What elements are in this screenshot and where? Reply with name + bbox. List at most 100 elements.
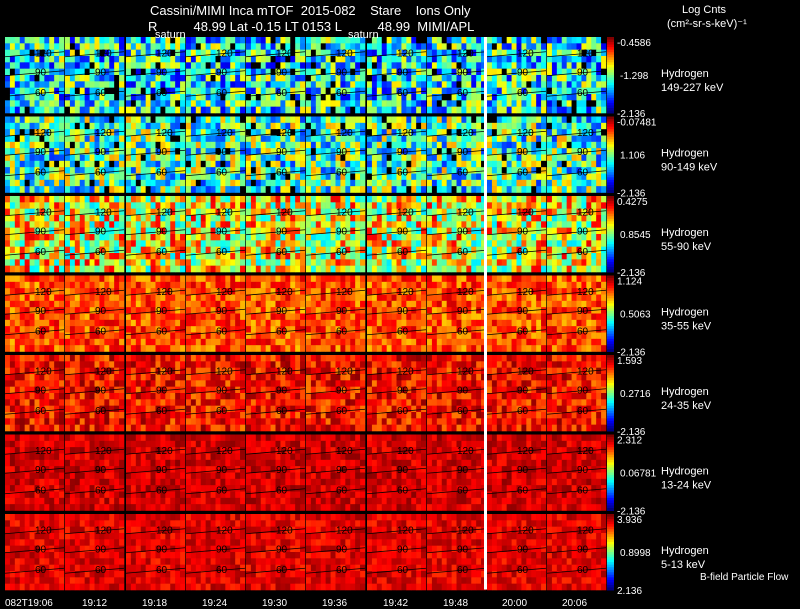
- heatmap-cell: [270, 87, 276, 95]
- heatmap-cell: [220, 227, 226, 235]
- heatmap-cell: [160, 196, 166, 203]
- heatmap-cell: [29, 106, 35, 114]
- heatmap-cell: [325, 259, 331, 266]
- heatmap-cell: [295, 215, 301, 222]
- heatmap-cell: [367, 75, 373, 82]
- heatmap-cell: [19, 141, 25, 149]
- heatmap-cell: [250, 43, 257, 50]
- heatmap-cell: [335, 49, 341, 57]
- heatmap-cell: [5, 288, 11, 295]
- heatmap-cell: [571, 208, 577, 216]
- heatmap-cell: [59, 221, 65, 228]
- heatmap-cell: [541, 129, 547, 136]
- heatmap-cell: [34, 345, 40, 352]
- heatmap-cell: [411, 259, 417, 266]
- heatmap-cell: [456, 234, 462, 241]
- heatmap-cell: [320, 122, 326, 130]
- heatmap-cell: [441, 141, 447, 149]
- heatmap-cell: [69, 240, 76, 247]
- heatmap-cell: [119, 240, 125, 247]
- heatmap-cell: [280, 234, 286, 241]
- heatmap-cell: [39, 160, 45, 168]
- heatmap-cell: [401, 173, 407, 181]
- heatmap-cell: [315, 56, 322, 63]
- heatmap-cell: [566, 259, 572, 266]
- heatmap-cell: [451, 221, 457, 228]
- heatmap-cell: [140, 208, 146, 216]
- heatmap-cell: [285, 81, 291, 88]
- heatmap-cell: [571, 49, 577, 57]
- heatmap-cell: [265, 37, 271, 44]
- heatmap-cell: [561, 196, 567, 203]
- heatmap-cell: [396, 154, 402, 162]
- heatmap-cell: [367, 122, 373, 130]
- heatmap-cell: [576, 81, 582, 88]
- heatmap-cell: [49, 56, 55, 63]
- colorbar-segment: [607, 95, 614, 99]
- heatmap-cell: [119, 49, 125, 57]
- heatmap-cell: [94, 221, 100, 228]
- heatmap-cell: [180, 173, 186, 181]
- heatmap-cell: [581, 240, 587, 247]
- heatmap-cell: [536, 160, 542, 168]
- heatmap-cell: [140, 275, 146, 283]
- heatmap-cell: [270, 240, 276, 247]
- heatmap-cell: [44, 179, 50, 187]
- contour-label: 120: [95, 287, 112, 298]
- heatmap-cell: [275, 81, 281, 88]
- heatmap-cell: [9, 167, 16, 174]
- heatmap-cell: [74, 221, 81, 228]
- contour-line: [486, 249, 547, 256]
- heatmap-cell: [551, 62, 558, 69]
- heatmap-cell: [561, 81, 567, 88]
- heatmap-cell: [79, 37, 85, 44]
- heatmap-cell: [551, 141, 558, 149]
- contour-line: [426, 90, 487, 97]
- heatmap-cell: [140, 186, 146, 193]
- heatmap-cell: [551, 122, 558, 130]
- heatmap-cell: [306, 253, 312, 260]
- heatmap-cell: [396, 68, 402, 76]
- heatmap-cell: [295, 87, 301, 95]
- heatmap-cell: [355, 141, 361, 149]
- heatmap-cell: [255, 202, 262, 209]
- heatmap-cell: [547, 94, 553, 101]
- heatmap-cell: [94, 81, 100, 88]
- heatmap-cell: [300, 37, 306, 44]
- heatmap-cell: [29, 141, 35, 149]
- heatmap-cell: [521, 253, 527, 260]
- heatmap-cell: [250, 202, 257, 209]
- heatmap-cell: [160, 234, 166, 241]
- heatmap-cell: [441, 160, 447, 168]
- heatmap-cell: [89, 75, 95, 82]
- heatmap-cell: [170, 281, 176, 289]
- heatmap-cell: [49, 81, 55, 88]
- heatmap-cell: [265, 75, 271, 82]
- heatmap-cell: [487, 49, 493, 57]
- heatmap-cell: [220, 75, 226, 82]
- heatmap-cell: [295, 141, 301, 149]
- heatmap-cell: [175, 43, 181, 50]
- heatmap-cell: [34, 94, 40, 101]
- heatmap-cell: [150, 148, 156, 155]
- heatmap-cell: [466, 75, 472, 82]
- heatmap-cell: [155, 122, 161, 130]
- heatmap-cell: [601, 100, 607, 107]
- heatmap-cell: [371, 221, 378, 228]
- heatmap-cell: [220, 167, 226, 174]
- heatmap-cell: [99, 275, 105, 283]
- heatmap-cell: [9, 326, 16, 333]
- heatmap-cell: [65, 179, 71, 187]
- heatmap-cell: [230, 186, 236, 193]
- heatmap-cell: [99, 186, 105, 193]
- heatmap-cell: [34, 135, 40, 143]
- heatmap-cell: [526, 75, 532, 82]
- contour-label: 90: [457, 147, 469, 158]
- heatmap-cell: [280, 141, 286, 149]
- heatmap-cell: [150, 240, 156, 247]
- heatmap-cell: [290, 202, 296, 209]
- heatmap-cell: [225, 186, 231, 193]
- heatmap-cell: [481, 49, 487, 57]
- heatmap-cell: [330, 116, 336, 124]
- heatmap-cell: [371, 265, 378, 273]
